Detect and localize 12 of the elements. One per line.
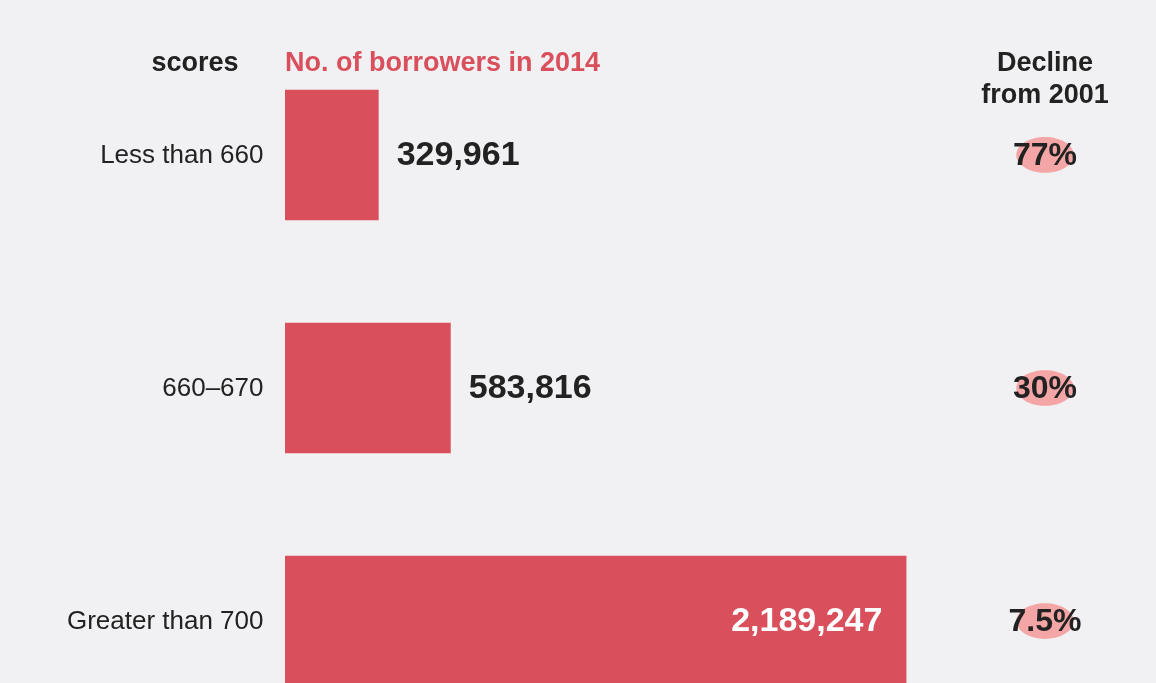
data-label: 2,189,247 xyxy=(731,600,883,639)
text: 77% xyxy=(1012,135,1078,172)
text: 7.5% xyxy=(1008,602,1082,639)
text: Decline from 2001 xyxy=(981,47,1109,109)
y-axis-title: scores xyxy=(151,47,239,77)
text: 30% xyxy=(1012,369,1078,405)
y-tick-label: Less than 660 xyxy=(100,138,264,169)
y-tick-label: 660–670 xyxy=(162,372,264,402)
chart-title: No. of borrowers in 2014 xyxy=(285,47,601,77)
data-label: 329,961 xyxy=(396,133,520,172)
data-label: 583,816 xyxy=(468,367,592,405)
y-tick-label: Greater than 700 xyxy=(66,605,264,636)
